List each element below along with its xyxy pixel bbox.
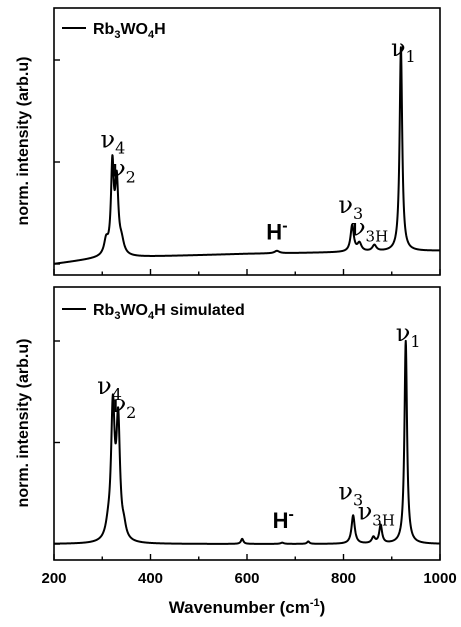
peak-annotation: ν2 xyxy=(112,390,137,422)
peak-annotation: ν3H xyxy=(358,498,395,530)
top-y-ticks xyxy=(54,59,60,265)
top-x-ticks xyxy=(53,269,441,275)
x-tick-label: 400 xyxy=(138,570,163,587)
x-tick-label: 1000 xyxy=(423,570,456,587)
x-tick-labels: 200 400 600 800 1000 xyxy=(41,570,456,587)
peak-annotation: ν3 xyxy=(338,191,363,223)
peak-annotation: H- xyxy=(266,218,287,245)
x-tick-label: 200 xyxy=(41,570,66,587)
x-tick-label: 800 xyxy=(331,570,356,587)
peak-annotation: ν1 xyxy=(391,34,416,66)
peak-annotation: H- xyxy=(273,506,294,533)
top-spectrum-line xyxy=(53,46,441,265)
bottom-spectrum-line xyxy=(53,339,441,545)
bottom-legend: Rb3WO4H simulated xyxy=(62,302,245,322)
peak-annotation: ν3H xyxy=(351,213,388,245)
bottom-x-ticks xyxy=(53,554,441,560)
bottom-y-ticks xyxy=(54,340,60,545)
bottom-legend-label: Rb3WO4H simulated xyxy=(93,302,245,322)
peak-annotation: ν1 xyxy=(396,319,421,351)
peak-annotation: ν2 xyxy=(111,154,136,186)
top-legend-label: Rb3WO4H xyxy=(93,21,166,41)
peak-annotation: ν3 xyxy=(338,477,363,509)
x-tick-label: 600 xyxy=(234,570,259,587)
bottom-panel: Rb3WO4H simulated norm. intensity (arb.u… xyxy=(15,286,457,617)
peak-annotation: ν4 xyxy=(100,126,125,158)
top-y-axis-label: norm. intensity (arb.u) xyxy=(15,57,32,226)
x-axis-label: Wavenumber (cm-1) xyxy=(169,597,326,617)
peak-annotation: ν4 xyxy=(97,372,122,404)
top-legend: Rb3WO4H xyxy=(62,21,166,41)
bottom-y-axis-label: norm. intensity (arb.u) xyxy=(15,339,32,508)
